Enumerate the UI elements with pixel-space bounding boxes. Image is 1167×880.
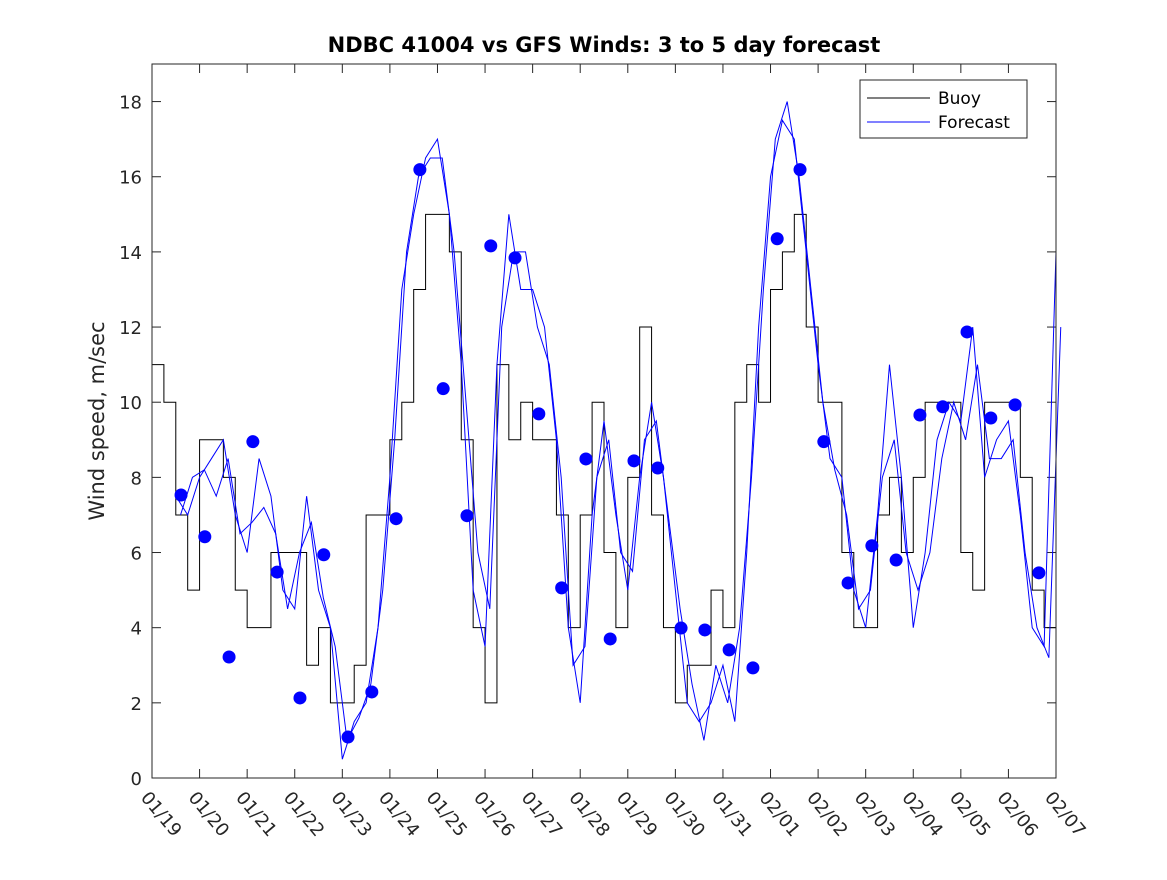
x-tick-label: 01/31	[707, 788, 756, 841]
y-tick-label: 10	[119, 393, 142, 414]
forecast-line-1	[175, 119, 1057, 760]
forecast-marker	[889, 553, 903, 567]
forecast-marker	[484, 239, 498, 253]
forecast-marker	[651, 461, 665, 475]
forecast-marker	[270, 565, 284, 579]
x-tick-label: 01/23	[326, 788, 375, 841]
buoy-line	[152, 213, 1057, 704]
x-tick-label: 02/03	[850, 788, 899, 841]
forecast-marker	[389, 512, 403, 526]
forecast-marker	[936, 400, 950, 414]
forecast-marker	[365, 685, 379, 699]
forecast-marker	[341, 730, 355, 744]
forecast-marker	[174, 488, 188, 502]
x-tick-label: 02/04	[897, 788, 946, 841]
forecast-marker	[817, 435, 831, 449]
y-tick-label: 16	[119, 168, 142, 189]
forecast-marker	[413, 163, 427, 177]
forecast-marker	[1032, 566, 1046, 580]
forecast-marker	[698, 623, 712, 637]
x-tick-label: 01/28	[564, 788, 613, 841]
x-tick-label: 01/25	[422, 788, 471, 841]
x-tick-label: 01/26	[469, 788, 518, 841]
forecast-marker	[770, 232, 784, 246]
forecast-marker	[508, 251, 522, 265]
forecast-line-2	[180, 101, 1062, 743]
forecast-marker	[960, 325, 974, 339]
forecast-marker	[746, 661, 760, 675]
x-tick-label: 02/07	[1040, 788, 1089, 841]
forecast-marker	[555, 581, 569, 595]
forecast-marker	[293, 691, 307, 705]
forecast-marker	[1008, 398, 1022, 412]
x-tick-label: 01/21	[231, 788, 280, 841]
forecast-marker	[246, 435, 260, 449]
x-tick-label: 02/06	[993, 788, 1042, 841]
legend: Buoy Forecast	[859, 79, 1028, 139]
x-tick-label: 01/27	[517, 788, 566, 841]
x-tick-label: 02/02	[802, 788, 851, 841]
y-axis-label: Wind speed, m/sec	[85, 321, 109, 520]
legend-box	[859, 79, 1028, 139]
x-tick-label: 01/22	[279, 788, 328, 841]
forecast-marker	[317, 548, 331, 562]
y-tick-label: 6	[131, 544, 142, 565]
x-tick-label: 01/30	[660, 788, 709, 841]
x-tick-label: 02/05	[945, 788, 994, 841]
forecast-marker	[603, 632, 617, 646]
forecast-marker	[674, 621, 688, 635]
forecast-marker	[198, 530, 212, 544]
x-tick-label: 01/20	[184, 788, 233, 841]
forecast-marker	[913, 408, 927, 422]
forecast-marker	[436, 382, 450, 396]
y-tick-label: 8	[131, 468, 142, 489]
forecast-marker	[722, 643, 736, 657]
y-tick-label: 2	[131, 694, 142, 715]
forecast-marker	[532, 407, 546, 421]
forecast-marker	[627, 454, 641, 468]
y-tick-label: 0	[131, 769, 142, 790]
forecast-marker	[865, 539, 879, 553]
forecast-marker	[579, 452, 593, 466]
y-tick-label: 18	[119, 93, 142, 114]
x-tick-label: 02/01	[755, 788, 804, 841]
forecast-marker	[460, 509, 474, 523]
legend-buoy-label: Buoy	[938, 89, 981, 109]
y-tick-label: 14	[119, 243, 142, 264]
chart-title: NDBC 41004 vs GFS Winds: 3 to 5 day fore…	[328, 33, 881, 57]
forecast-marker	[984, 411, 998, 425]
x-tick-label: 01/24	[374, 788, 423, 841]
legend-forecast-label: Forecast	[938, 113, 1010, 133]
y-tick-label: 4	[131, 619, 142, 640]
y-tick-label: 12	[119, 318, 142, 339]
plot-frame	[151, 63, 1057, 779]
forecast-marker	[222, 650, 236, 664]
forecast-marker	[793, 163, 807, 177]
x-tick-label: 01/29	[612, 788, 661, 841]
forecast-marker	[841, 576, 855, 590]
x-tick-label: 01/19	[136, 788, 185, 841]
